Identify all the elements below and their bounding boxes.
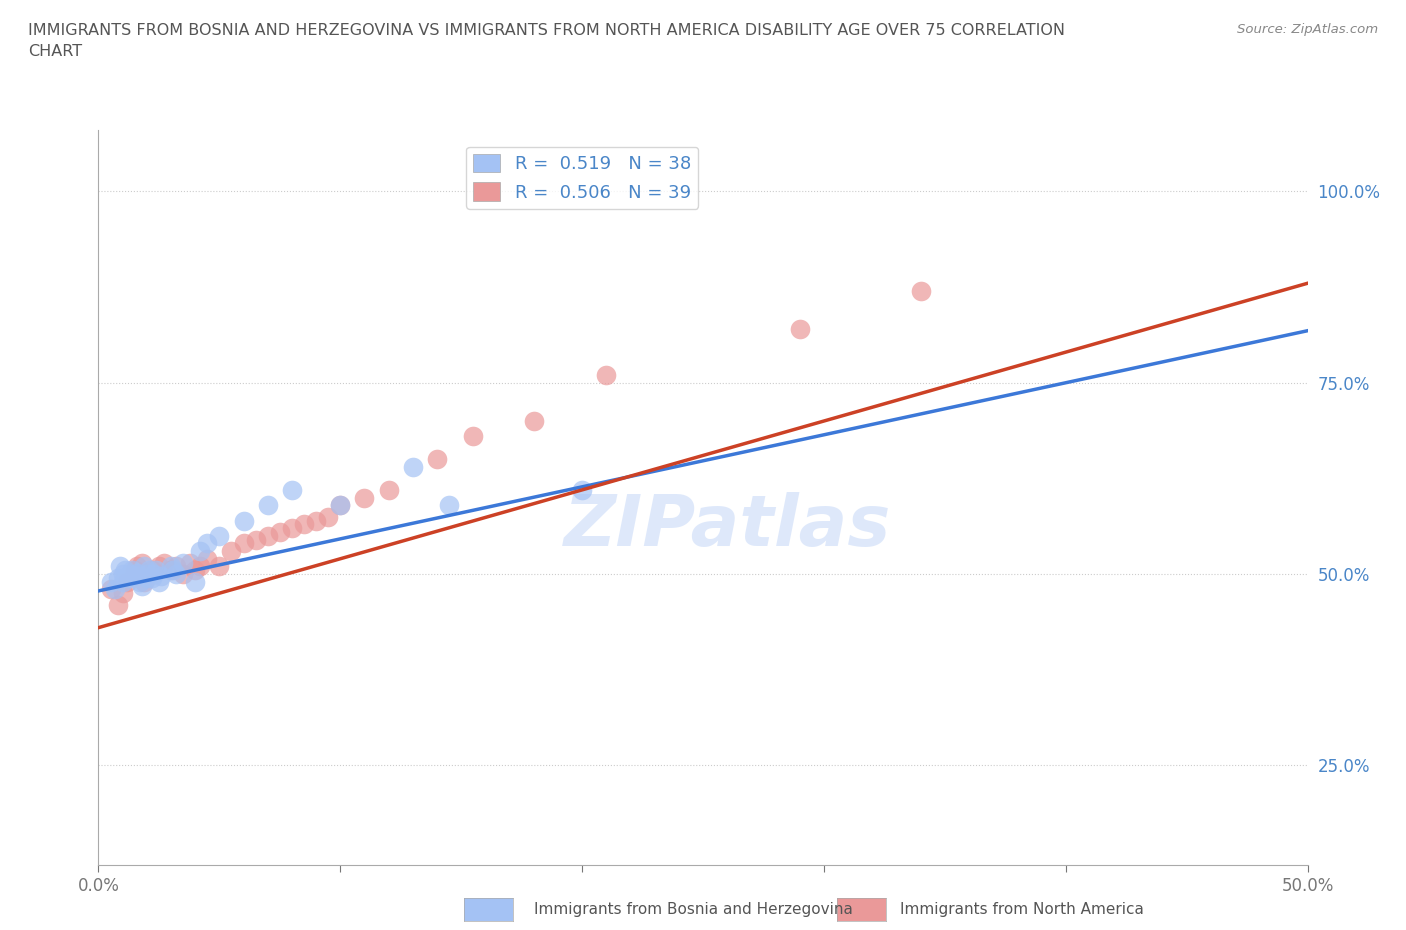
Point <box>138 563 160 578</box>
Point <box>269 525 291 539</box>
Point <box>111 575 134 590</box>
Point <box>108 559 131 574</box>
Point <box>172 555 194 570</box>
Point <box>221 544 243 559</box>
Point <box>353 490 375 505</box>
Point <box>165 559 187 574</box>
Text: IMMIGRANTS FROM BOSNIA AND HERZEGOVINA VS IMMIGRANTS FROM NORTH AMERICA DISABILI: IMMIGRANTS FROM BOSNIA AND HERZEGOVINA V… <box>28 23 1066 60</box>
Text: ZIPatlas: ZIPatlas <box>564 493 891 562</box>
Point <box>134 575 156 590</box>
Point <box>124 563 146 578</box>
Point <box>114 563 136 578</box>
Text: Immigrants from Bosnia and Herzegovina: Immigrants from Bosnia and Herzegovina <box>534 902 853 917</box>
Point <box>148 559 170 574</box>
Point <box>179 555 201 570</box>
Text: Source: ZipAtlas.com: Source: ZipAtlas.com <box>1237 23 1378 36</box>
Point <box>281 521 304 536</box>
Point <box>111 566 134 581</box>
Point <box>118 566 141 581</box>
Point <box>111 586 134 601</box>
Point <box>281 483 304 498</box>
Point <box>195 536 218 551</box>
Point <box>165 566 187 581</box>
Point <box>305 513 328 528</box>
Point <box>256 528 278 543</box>
Point <box>143 566 166 581</box>
Point <box>145 563 167 578</box>
Point <box>329 498 352 512</box>
Point <box>124 566 146 581</box>
Legend: R =  0.519   N = 38, R =  0.506   N = 39: R = 0.519 N = 38, R = 0.506 N = 39 <box>465 147 699 208</box>
Point <box>100 575 122 590</box>
Point <box>150 569 173 584</box>
Point <box>188 544 211 559</box>
Point <box>188 559 211 574</box>
Point <box>128 575 150 590</box>
Point <box>195 551 218 566</box>
Point <box>100 582 122 597</box>
Point <box>127 559 149 574</box>
Point <box>172 566 194 581</box>
Point <box>377 483 399 498</box>
Point <box>121 563 143 578</box>
Point <box>292 517 315 532</box>
Point <box>595 367 617 382</box>
Point <box>316 510 339 525</box>
Point <box>107 597 129 612</box>
Point <box>152 555 174 570</box>
Point <box>131 578 153 593</box>
Point <box>789 322 811 337</box>
Point <box>162 563 184 578</box>
Point <box>208 559 231 574</box>
Point <box>232 513 254 528</box>
Point <box>117 570 139 585</box>
Point <box>124 568 146 583</box>
Point <box>245 532 267 547</box>
Point <box>134 559 156 574</box>
Point <box>127 565 149 580</box>
Point <box>160 559 183 574</box>
Point <box>184 575 207 590</box>
Point <box>426 452 449 467</box>
Point <box>437 498 460 512</box>
Point <box>135 570 157 585</box>
Point <box>141 563 163 578</box>
Point <box>402 459 425 474</box>
Point <box>107 570 129 585</box>
Point <box>104 582 127 597</box>
Point <box>463 429 485 444</box>
Point <box>131 555 153 570</box>
Point <box>141 570 163 585</box>
Point <box>523 414 546 429</box>
Point <box>232 536 254 551</box>
Point <box>329 498 352 512</box>
Point <box>571 483 593 498</box>
Text: Immigrants from North America: Immigrants from North America <box>900 902 1143 917</box>
Point <box>148 575 170 590</box>
Point <box>208 528 231 543</box>
Point <box>256 498 278 512</box>
Point <box>910 284 932 299</box>
Point <box>135 566 157 581</box>
Point <box>184 563 207 578</box>
Point <box>117 575 139 590</box>
Point <box>135 566 157 581</box>
Point <box>160 563 183 578</box>
